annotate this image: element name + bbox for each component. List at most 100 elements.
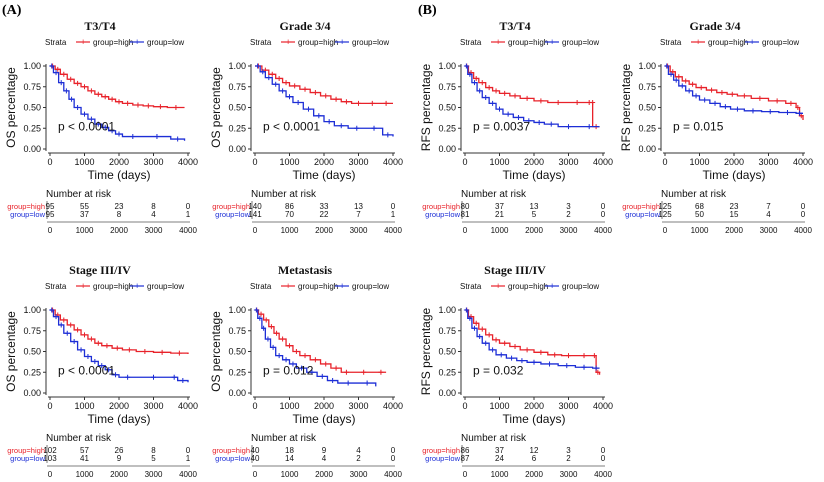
risk-table-title: Number at risk: [251, 433, 317, 444]
censor-mark: [690, 81, 696, 87]
censor-mark: [154, 134, 160, 140]
censor-mark: [274, 330, 280, 336]
x-tick-label: 0: [252, 401, 257, 411]
censor-mark: [319, 373, 325, 379]
censor-mark: [104, 343, 110, 349]
censor-mark: [479, 80, 485, 86]
p-value: p = 0.0037: [473, 120, 530, 134]
censor-mark: [116, 131, 122, 137]
censor-mark: [316, 113, 322, 119]
risk-count-high: 0: [186, 202, 191, 211]
censor-mark: [305, 106, 311, 112]
legend-low-label: group=low: [352, 38, 389, 47]
survival-curve-low: [665, 65, 803, 114]
risk-x-tick-label: 0: [48, 226, 53, 235]
censor-mark: [280, 336, 286, 342]
censor-mark: [361, 369, 367, 375]
risk-x-tick-label: 1000: [491, 470, 509, 479]
censor-mark: [173, 105, 179, 110]
x-tick-label: 0: [47, 157, 52, 167]
legend: Strata + group=high + group=low: [45, 281, 184, 291]
p-value: p = 0.032: [473, 364, 524, 378]
risk-x-tick-label: 0: [48, 470, 53, 479]
legend-low-label: group=low: [147, 38, 184, 47]
x-axis-label: Time (days): [88, 412, 151, 426]
p-value: p = 0.015: [673, 120, 724, 134]
survival-curve-low: [465, 65, 600, 128]
risk-count-high: 0: [601, 446, 606, 455]
censor-mark: [95, 91, 101, 97]
censor-mark: [130, 134, 136, 140]
risk-x-tick-label: 0: [463, 226, 468, 235]
risk-count-high: 26: [115, 446, 124, 455]
censor-mark: [92, 358, 98, 364]
censor-mark: [683, 78, 689, 84]
risk-count-low: 1: [391, 210, 396, 219]
censor-mark: [486, 332, 492, 338]
chart-title: T3/T4: [84, 19, 115, 33]
y-tick-label: 0.75: [228, 326, 246, 336]
censor-mark: [88, 336, 94, 342]
risk-count-low: 22: [320, 210, 329, 219]
risk-count-high: 18: [285, 446, 294, 455]
censor-mark: [265, 336, 271, 342]
chart-title: Metastasis: [278, 263, 332, 277]
risk-x-tick-label: 4000: [179, 226, 197, 235]
risk-count-high: 13: [354, 202, 363, 211]
risk-count-low: 9: [117, 454, 122, 463]
p-value: p = 0.012: [263, 364, 314, 378]
x-tick-label: 4000: [178, 401, 198, 411]
risk-x-tick-label: 4000: [794, 226, 812, 235]
chart-title: T3/T4: [499, 19, 530, 33]
censor-mark: [664, 63, 670, 69]
x-tick-label: 0: [462, 401, 467, 411]
legend-low-marker: +: [750, 37, 755, 47]
censor-mark: [369, 100, 375, 106]
risk-count-low: 21: [495, 210, 504, 219]
censor-mark: [586, 124, 592, 130]
x-tick-label: 4000: [593, 401, 613, 411]
censor-mark: [258, 311, 264, 317]
legend-high-marker: +: [496, 281, 501, 291]
censor-mark: [564, 363, 570, 369]
censor-mark: [95, 340, 101, 346]
censor-mark: [333, 96, 339, 102]
x-axis-label: Time (days): [293, 412, 356, 426]
censor-mark: [383, 100, 389, 106]
risk-count-high: 12: [530, 446, 539, 455]
risk-row-label-low: group=low: [215, 210, 250, 219]
risk-x-tick-label: 4000: [594, 226, 612, 235]
risk-x-tick-label: 2000: [110, 470, 128, 479]
risk-count-high: 9: [322, 446, 327, 455]
censor-mark: [273, 81, 279, 87]
p-value: p < 0.0001: [58, 364, 115, 378]
legend-high-marker: +: [286, 281, 291, 291]
risk-count-low: 6: [532, 454, 537, 463]
censor-mark: [709, 87, 715, 93]
censor-mark: [741, 93, 747, 99]
risk-x-tick-label: 1000: [491, 226, 509, 235]
censor-mark: [519, 358, 525, 364]
censor-mark: [276, 75, 282, 81]
censor-mark: [509, 355, 515, 361]
censor-mark: [547, 361, 553, 367]
censor-mark: [679, 83, 685, 89]
y-tick-label: 0.75: [23, 326, 41, 336]
censor-mark: [702, 97, 708, 103]
legend-low-marker: +: [550, 37, 555, 47]
censor-mark: [49, 307, 55, 313]
censor-mark: [109, 128, 115, 134]
censor-mark: [323, 361, 329, 367]
risk-count-low: 2: [566, 210, 571, 219]
risk-count-low: 0: [391, 454, 396, 463]
y-tick-label: 0.25: [438, 367, 456, 377]
risk-count-high: 40: [251, 446, 260, 455]
censor-mark: [698, 85, 704, 91]
censor-mark: [113, 372, 119, 378]
risk-x-tick-label: 3000: [350, 226, 368, 235]
risk-count-low: 14: [285, 454, 294, 463]
